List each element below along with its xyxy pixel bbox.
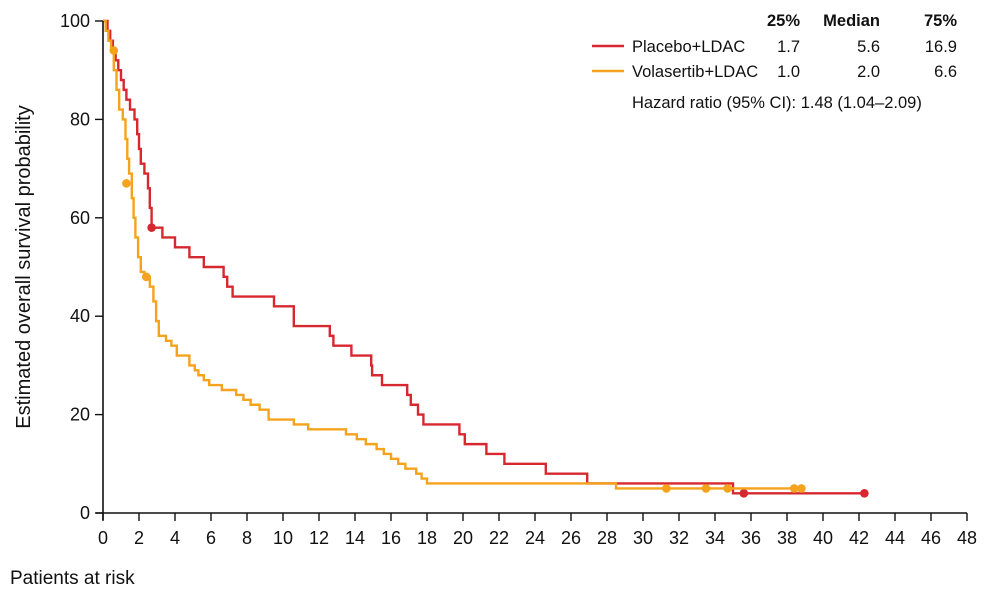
x-tick-label: 22 bbox=[489, 528, 509, 548]
x-tick-label: 34 bbox=[705, 528, 725, 548]
x-tick-label: 20 bbox=[453, 528, 473, 548]
legend-header: 25% bbox=[767, 12, 800, 30]
legend: 25% Median 75% Placebo+LDAC 1.7 5.6 16.9 Volase… bbox=[592, 12, 957, 112]
x-tick-label: 18 bbox=[417, 528, 437, 548]
axes: 0 2 4 6 8 10 12 14 16 18 20 22 24 26 28 30 32 34 36 38 40 42 4… bbox=[13, 11, 977, 548]
volasertib-ldac-censor-mark bbox=[662, 484, 671, 493]
x-tick-label: 4 bbox=[170, 528, 180, 548]
x-tick-label: 12 bbox=[309, 528, 329, 548]
x-tick-label: 8 bbox=[242, 528, 252, 548]
legend-q25-value: 1.7 bbox=[777, 38, 800, 56]
legend-series-name: Placebo+LDAC bbox=[632, 38, 745, 56]
legend-median-value: 5.6 bbox=[857, 38, 880, 56]
volasertib-ldac-censor-mark bbox=[789, 484, 799, 493]
x-tick-label: 38 bbox=[777, 528, 797, 548]
y-tick-label: 100 bbox=[60, 11, 90, 31]
placebo-ldac-curve bbox=[103, 19, 865, 495]
legend-q25-value: 1.0 bbox=[777, 63, 800, 81]
legend-series-name: Volasertib+LDAC bbox=[632, 63, 758, 81]
placebo-ldac-censor-mark bbox=[739, 489, 749, 498]
x-tick-label: 48 bbox=[957, 528, 977, 548]
volasertib-ldac-censor-mark bbox=[141, 272, 151, 282]
volasertib-ldac-curve bbox=[103, 19, 802, 490]
x-tick-label: 42 bbox=[849, 528, 869, 548]
x-tick-label: 0 bbox=[98, 528, 108, 548]
x-tick-label: 14 bbox=[345, 528, 365, 548]
placebo-ldac-censor-mark bbox=[147, 223, 156, 232]
volasertib-ldac-censor-mark bbox=[122, 179, 131, 188]
x-tick-label: 40 bbox=[813, 528, 833, 548]
x-tick-label: 32 bbox=[669, 528, 689, 548]
km-survival-chart: 0 2 4 6 8 10 12 14 16 18 20 22 24 26 28 30 32 34 36 38 40 42 4… bbox=[13, 11, 977, 548]
volasertib-ldac-censor-mark bbox=[723, 484, 732, 493]
y-tick-label: 0 bbox=[80, 503, 90, 523]
y-tick-label: 60 bbox=[70, 208, 90, 228]
x-tick-label: 10 bbox=[273, 528, 293, 548]
x-tick-label: 16 bbox=[381, 528, 401, 548]
placebo-ldac-censor-mark bbox=[860, 489, 869, 498]
x-tick-label: 36 bbox=[741, 528, 761, 548]
x-tick-label: 26 bbox=[561, 528, 581, 548]
x-tick-label: 2 bbox=[134, 528, 144, 548]
x-tick-label: 24 bbox=[525, 528, 545, 548]
legend-median-value: 2.0 bbox=[857, 63, 880, 81]
legend-q75-value: 6.6 bbox=[934, 63, 957, 81]
legend-header: Median bbox=[823, 12, 880, 30]
y-tick-label: 20 bbox=[70, 405, 90, 425]
y-tick-label: 80 bbox=[70, 109, 90, 129]
x-tick-label: 46 bbox=[921, 528, 941, 548]
hazard-ratio-note: Hazard ratio (95% CI): 1.48 (1.04–2.09) bbox=[632, 94, 922, 112]
x-tick-label: 30 bbox=[633, 528, 653, 548]
y-axis-title: Estimated overall survival probability bbox=[13, 105, 35, 428]
legend-header: 75% bbox=[924, 12, 957, 30]
volasertib-ldac-censor-mark bbox=[701, 484, 711, 493]
x-tick-label: 44 bbox=[885, 528, 905, 548]
survival-curves bbox=[103, 19, 869, 498]
x-tick-label: 28 bbox=[597, 528, 617, 548]
y-tick-label: 40 bbox=[70, 306, 90, 326]
volasertib-ldac-censor-mark bbox=[797, 484, 806, 493]
patients-at-risk-label: Patients at risk bbox=[10, 568, 135, 589]
volasertib-ldac-censor-mark bbox=[109, 46, 119, 55]
legend-q75-value: 16.9 bbox=[925, 38, 957, 56]
x-tick-label: 6 bbox=[206, 528, 216, 548]
